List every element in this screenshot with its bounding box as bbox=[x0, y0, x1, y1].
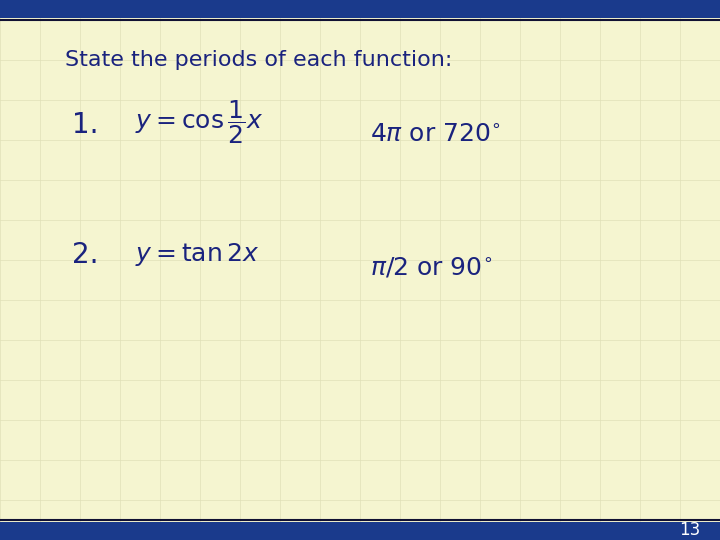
Text: $\pi/2$ or $90^{\circ}$: $\pi/2$ or $90^{\circ}$ bbox=[370, 256, 492, 280]
Text: 1.: 1. bbox=[72, 111, 99, 139]
Bar bbox=[0, 522, 720, 540]
Text: $y = \cos\dfrac{1}{2}x$: $y = \cos\dfrac{1}{2}x$ bbox=[135, 98, 264, 146]
Text: 13: 13 bbox=[679, 521, 700, 539]
Text: $y = \tan 2x$: $y = \tan 2x$ bbox=[135, 241, 259, 268]
Text: State the periods of each function:: State the periods of each function: bbox=[65, 50, 452, 70]
Text: 2.: 2. bbox=[72, 241, 99, 269]
Bar bbox=[0, 0, 720, 18]
Text: $4\pi$ or $720^{\circ}$: $4\pi$ or $720^{\circ}$ bbox=[370, 123, 500, 147]
